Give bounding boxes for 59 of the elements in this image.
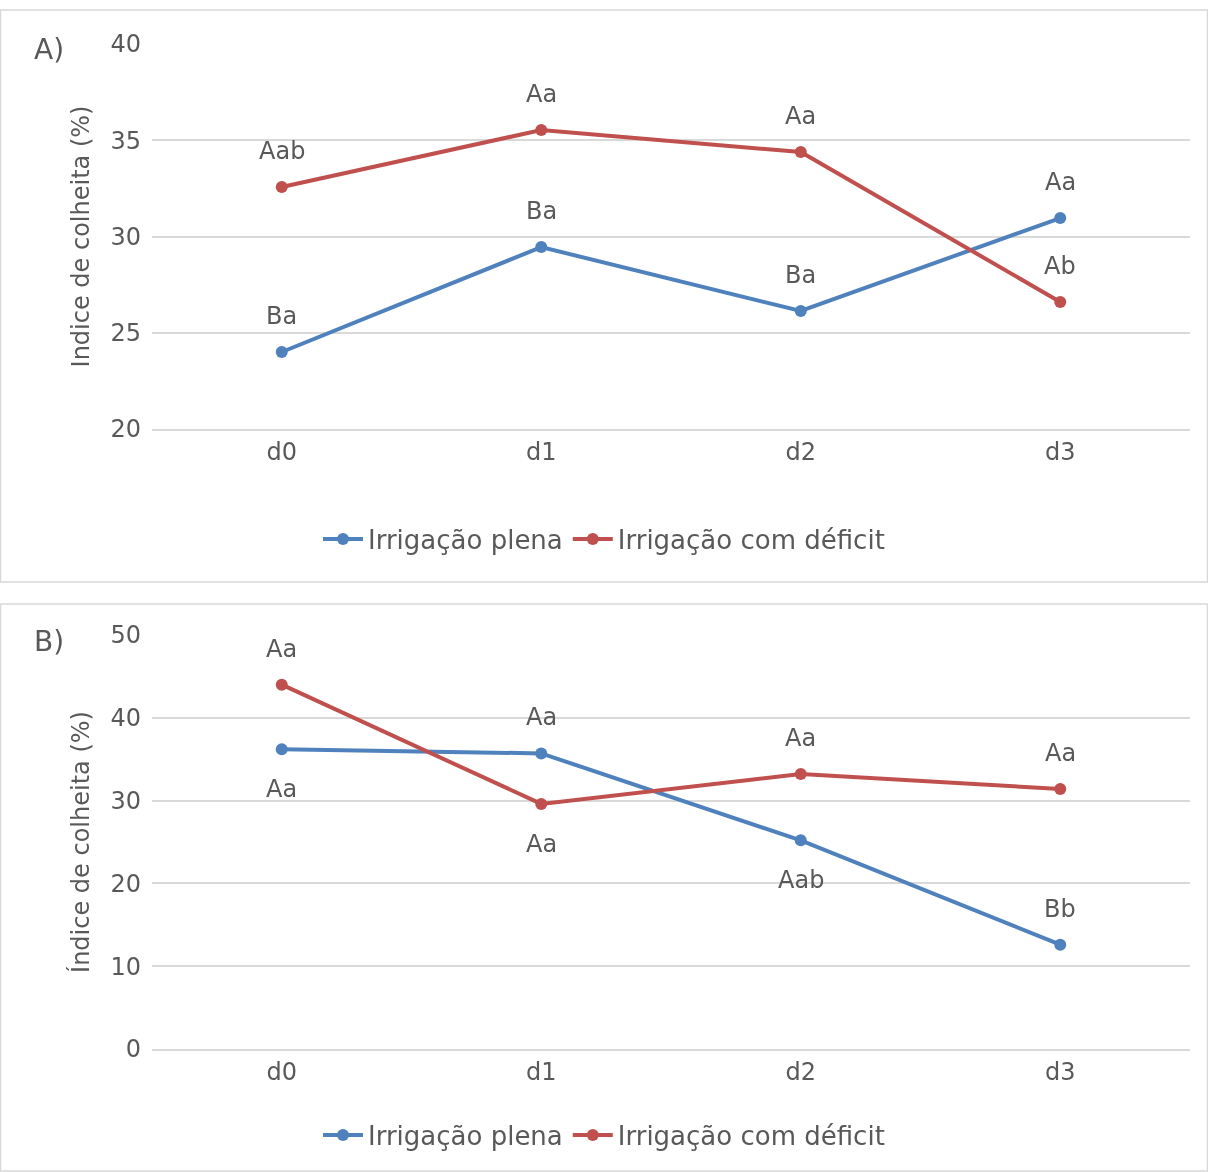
x-tick-label: d3 xyxy=(1044,437,1076,466)
x-tick-label: d2 xyxy=(785,1057,817,1086)
point xyxy=(275,181,288,194)
point xyxy=(1054,783,1067,795)
legend-label: Irrigação com déficit xyxy=(617,525,885,556)
point xyxy=(535,124,548,137)
chart-title: A) xyxy=(34,33,65,66)
y-tick-label: 25 xyxy=(110,319,141,348)
annotation: Aa xyxy=(1045,168,1077,196)
annotation: Aa xyxy=(266,775,298,803)
x-tick-label: d0 xyxy=(266,437,298,466)
point xyxy=(1054,938,1067,951)
chart-title: B) xyxy=(34,625,65,658)
point xyxy=(794,145,807,158)
annotation: Aa xyxy=(526,703,558,731)
annotation: Aa xyxy=(1045,739,1077,767)
point xyxy=(794,834,807,847)
point xyxy=(794,305,807,317)
point xyxy=(1054,212,1067,225)
point xyxy=(794,768,807,781)
x-tick-label: d0 xyxy=(266,1057,298,1086)
y-tick-label: 35 xyxy=(110,126,141,155)
y-tick-label: 10 xyxy=(110,952,141,981)
y-tick-label: 20 xyxy=(110,869,141,898)
annotation: Aab xyxy=(259,137,306,165)
y-tick-label: 30 xyxy=(110,787,141,815)
point xyxy=(1054,295,1067,308)
y-tick-label: 40 xyxy=(110,704,141,733)
annotation: Aa xyxy=(785,724,817,752)
point xyxy=(275,346,288,358)
y-tick-label: 0 xyxy=(125,1035,141,1064)
point xyxy=(275,743,288,756)
x-tick-label: d2 xyxy=(785,437,817,466)
x-tick-label: d1 xyxy=(525,437,557,466)
point xyxy=(535,747,548,760)
legend-label: Irrigação plena xyxy=(368,525,563,556)
legend-label: Irrigação plena xyxy=(368,1121,563,1152)
annotation: Aa xyxy=(526,830,558,858)
y-tick-label: 50 xyxy=(110,621,141,650)
y-tick-label: 20 xyxy=(110,415,141,444)
y-axis-title: Índice de colheita (%) xyxy=(65,711,95,973)
annotation: Ab xyxy=(1044,252,1076,280)
annotation: Ba xyxy=(526,197,558,225)
annotation: Aa xyxy=(526,80,558,108)
annotation: Aa xyxy=(266,635,298,663)
annotation: Ba xyxy=(785,261,817,289)
annotation: Bb xyxy=(1044,895,1076,923)
y-tick-label: 30 xyxy=(110,222,141,251)
point xyxy=(535,797,548,810)
annotation: Aa xyxy=(785,102,817,130)
x-tick-label: d1 xyxy=(525,1057,557,1086)
annotation: Aab xyxy=(778,866,825,894)
point xyxy=(535,241,548,254)
legend-label: Irrigação com déficit xyxy=(617,1121,885,1152)
annotation: Ba xyxy=(266,302,298,330)
point xyxy=(275,678,288,691)
x-tick-label: d3 xyxy=(1044,1057,1076,1086)
y-axis-title: Indice de colheita (%) xyxy=(66,105,95,368)
y-tick-label: 40 xyxy=(110,30,141,59)
